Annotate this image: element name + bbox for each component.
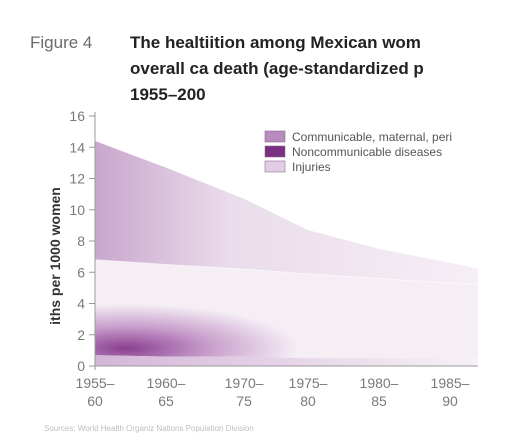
figure-title-line-3: 1955–200 — [130, 85, 206, 104]
y-tick-label: 10 — [69, 202, 85, 218]
legend-label: Injuries — [292, 160, 331, 174]
x-tick-label: 1960– — [147, 375, 186, 391]
x-tick-label: 1980– — [360, 375, 399, 391]
y-axis-label: iths per 1000 women — [47, 187, 63, 325]
figure-label: Figure 4 — [30, 33, 93, 52]
x-tick-label: 85 — [371, 393, 387, 409]
x-tick-label: 1955– — [76, 375, 115, 391]
y-tick-label: 6 — [77, 264, 85, 280]
y-tick-label: 4 — [77, 296, 85, 312]
figure-title-line-2: overall ca death (age-standardized p — [130, 59, 424, 78]
area-communicable — [95, 141, 478, 286]
x-tick-label: 1985– — [431, 375, 470, 391]
y-tick-label: 8 — [77, 233, 85, 249]
y-tick-label: 16 — [69, 108, 85, 124]
y-tick-label: 14 — [69, 139, 85, 155]
x-tick-label: 90 — [442, 393, 458, 409]
area-layers — [94, 141, 479, 366]
y-tick-label: 0 — [77, 358, 85, 374]
x-tick-label: 65 — [158, 393, 174, 409]
axes: 0 2 4 6 8 10 12 14 16 1955– 60 1960– 65 1970– 75 1975– 8… — [47, 108, 478, 409]
legend-swatch — [264, 145, 286, 158]
y-tick-label: 12 — [69, 171, 85, 187]
legend-swatch — [264, 160, 286, 173]
x-tick-label: 1975– — [289, 375, 328, 391]
legend-label: Communicable, maternal, peri — [292, 130, 452, 144]
legend: Communicable, maternal, periNoncommunica… — [264, 130, 452, 174]
x-tick-label: 80 — [300, 393, 316, 409]
x-tick-label: 1970– — [225, 375, 264, 391]
x-tick-label: 60 — [87, 393, 103, 409]
source-note: Sources: World Health Organiz Nations Po… — [44, 424, 254, 433]
y-tick-label: 2 — [77, 327, 85, 343]
figure-title-line-1: The healtiition among Mexican wom — [130, 33, 421, 52]
legend-swatch — [264, 130, 286, 143]
area-noncommunicable-shade — [95, 259, 478, 359]
legend-label: Noncommunicable diseases — [292, 145, 442, 159]
x-tick-label: 75 — [236, 393, 252, 409]
area-injuries — [95, 355, 478, 366]
boundary-line — [94, 259, 479, 286]
